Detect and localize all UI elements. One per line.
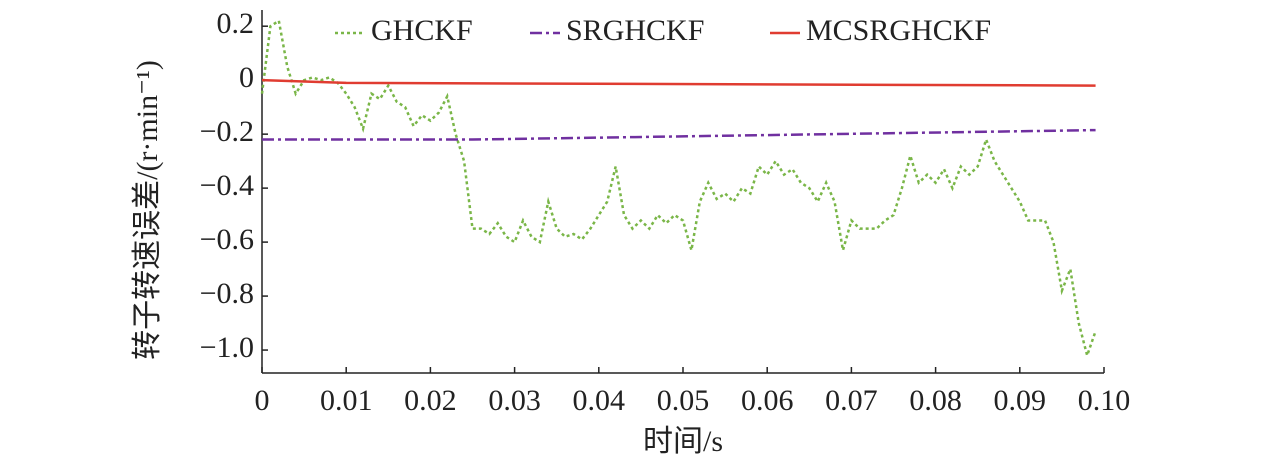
y-tick-label: −0.2 [200,115,254,148]
y-axis-label: 转子转速误差/(r·min⁻¹) [131,60,164,360]
y-tick-label: −0.6 [200,223,254,256]
x-tick-label: 0.07 [825,384,878,417]
series-line [262,128,1096,141]
x-tick-label: 0.05 [657,384,710,417]
y-tick-label: −0.8 [200,277,254,310]
series-line [261,78,1096,87]
legend-label: SRGHCKF [566,14,704,47]
x-tick-label: 0.04 [573,384,626,417]
x-axis-label: 时间/s [643,425,723,458]
y-tick-label: 0.2 [217,7,255,40]
x-tick-label: 0.02 [404,384,457,417]
y-tick-label: −1.0 [200,331,254,364]
x-tick-label: 0 [255,384,270,417]
x-tick-label: 0.08 [909,384,962,417]
x-tick-label: 0.03 [488,384,541,417]
x-tick-label: 0.01 [320,384,373,417]
legend-label: GHCKF [371,14,473,47]
series-line [260,18,1097,360]
y-tick-label: 0 [239,61,254,94]
x-tick-label: 0.06 [741,384,794,417]
legend-label: MCSRGHCKF [806,14,991,47]
x-tick-label: 0.09 [994,384,1047,417]
y-tick-label: −0.4 [200,169,254,202]
x-tick-label: 0.10 [1078,384,1131,417]
